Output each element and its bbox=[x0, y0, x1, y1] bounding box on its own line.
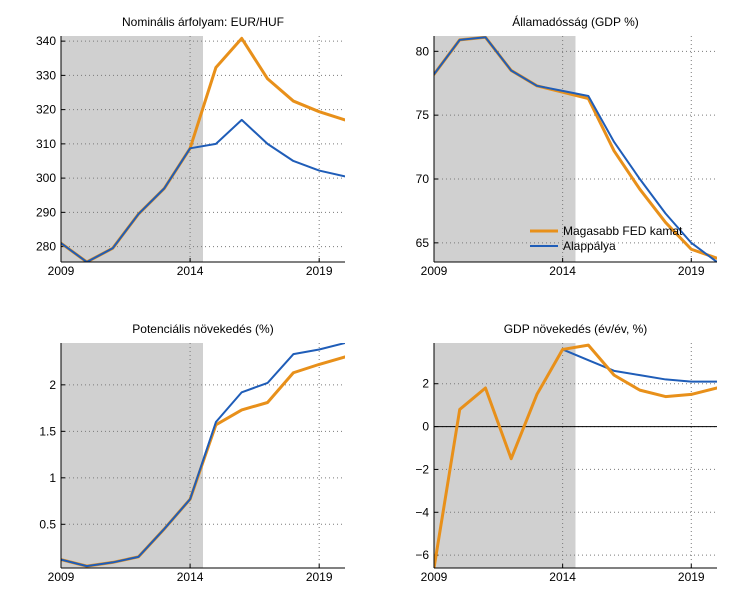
y-tick-label: 310 bbox=[36, 137, 56, 151]
y-tick-label: −6 bbox=[415, 548, 429, 562]
chart-title: GDP növekedés (év/év, %) bbox=[504, 322, 648, 336]
y-tick-label: 290 bbox=[36, 205, 56, 219]
y-tick-label: 80 bbox=[416, 44, 430, 58]
y-tick-label: 340 bbox=[36, 34, 56, 48]
chart-title: Államadósság (GDP %) bbox=[512, 14, 639, 29]
y-tick-label: −4 bbox=[415, 505, 429, 519]
history-shade bbox=[61, 36, 203, 262]
y-tick-label: 280 bbox=[36, 240, 56, 254]
series-line-baseline bbox=[434, 36, 717, 262]
series-group bbox=[434, 36, 717, 262]
x-tick-label: 2014 bbox=[177, 264, 204, 278]
series-line-baseline bbox=[61, 118, 345, 262]
chart-title: Potenciális növekedés (%) bbox=[132, 322, 273, 336]
y-tick-label: −2 bbox=[415, 462, 429, 476]
series-group bbox=[434, 343, 717, 568]
x-tick-label: 2009 bbox=[48, 570, 75, 584]
y-tick-label: 2 bbox=[49, 378, 56, 392]
x-tick-label: 2014 bbox=[549, 570, 576, 584]
y-tick-label: 65 bbox=[416, 236, 430, 250]
y-tick-label: 1 bbox=[49, 471, 56, 485]
chart-public-debt: Államadósság (GDP %) 2009 2014 2019 65 70 75 80 bbox=[416, 14, 717, 278]
chart-exchange-rate: Nominális árfolyam: EUR/HUF 2009 2014 2019 2… bbox=[36, 15, 345, 278]
y-tick-label: 0.5 bbox=[39, 517, 56, 531]
chart-title: Nominális árfolyam: EUR/HUF bbox=[122, 15, 284, 29]
x-tick-label: 2009 bbox=[48, 264, 75, 278]
chart-gdp-growth: GDP növekedés (év/év, %) 2009 2014 2019 −6 −4… bbox=[415, 322, 717, 584]
history-shade bbox=[434, 36, 576, 262]
history-shade bbox=[434, 343, 576, 568]
x-tick-label: 2019 bbox=[678, 264, 705, 278]
legend: Magasabb FED kamat Alappálya bbox=[530, 224, 683, 253]
x-tick-label: 2014 bbox=[549, 264, 576, 278]
x-tick-label: 2014 bbox=[177, 570, 204, 584]
y-tick-label: 2 bbox=[422, 377, 429, 391]
chart-potential-growth: Potenciális növekedés (%) 2009 2014 2019 0.5… bbox=[39, 322, 345, 584]
y-tick-label: 300 bbox=[36, 171, 56, 185]
chart-panels: Nominális árfolyam: EUR/HUF 2009 2014 2019 2… bbox=[36, 14, 717, 584]
series-group bbox=[61, 36, 345, 262]
x-tick-label: 2019 bbox=[306, 570, 333, 584]
legend-label-higher-fed: Magasabb FED kamat bbox=[563, 224, 683, 238]
series-line-higher-fed bbox=[434, 343, 717, 568]
y-tick-label: 1.5 bbox=[39, 424, 56, 438]
series-line-baseline bbox=[61, 343, 345, 568]
legend-label-baseline: Alappálya bbox=[563, 239, 616, 253]
history-shade bbox=[61, 343, 203, 568]
y-tick-label: 0 bbox=[422, 420, 429, 434]
x-tick-label: 2019 bbox=[678, 570, 705, 584]
x-tick-label: 2009 bbox=[421, 570, 448, 584]
y-tick-label: 70 bbox=[416, 172, 430, 186]
x-tick-label: 2019 bbox=[306, 264, 333, 278]
y-tick-label: 330 bbox=[36, 68, 56, 82]
y-tick-label: 75 bbox=[416, 108, 430, 122]
y-tick-label: 320 bbox=[36, 103, 56, 117]
series-group bbox=[61, 343, 345, 568]
x-tick-label: 2009 bbox=[421, 264, 448, 278]
